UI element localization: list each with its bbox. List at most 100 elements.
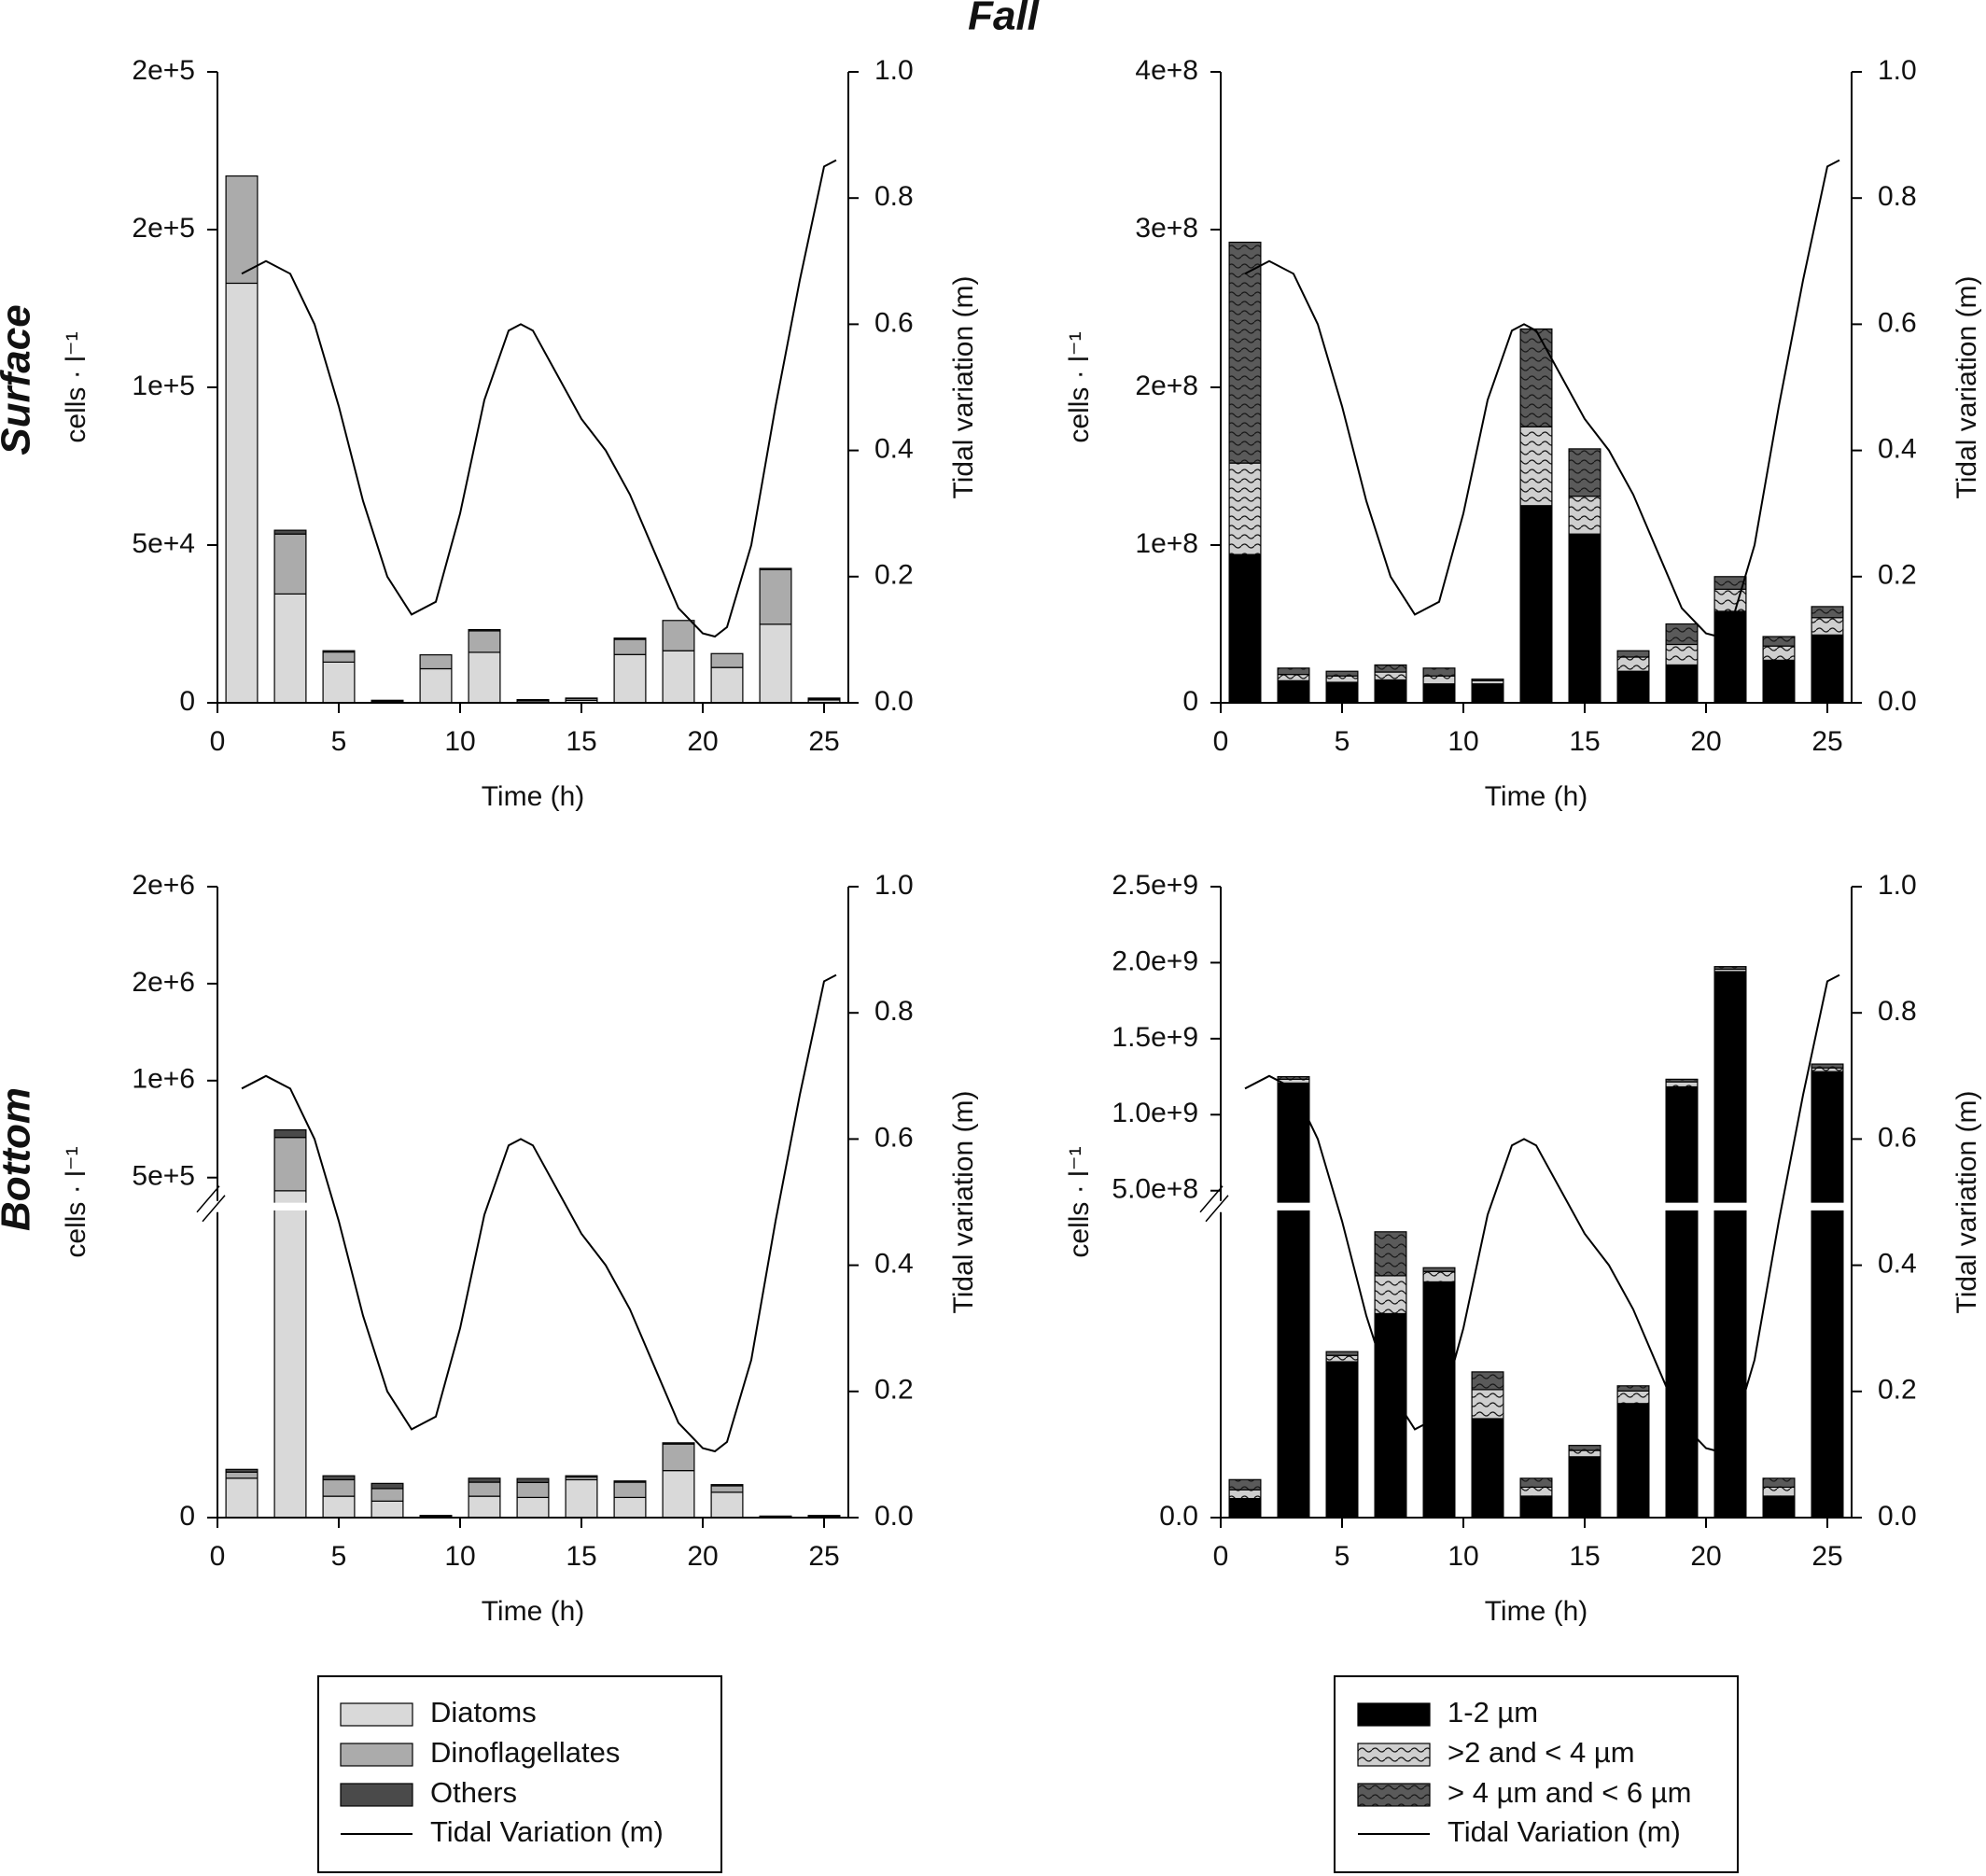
x-tick-label: 5	[1335, 726, 1350, 757]
bar-segment	[1616, 1385, 1650, 1392]
y2-tick-label: 0.2	[1878, 1375, 1917, 1406]
x-tick-label: 10	[1448, 1541, 1478, 1572]
y2-tick-label: 0.4	[1878, 434, 1917, 465]
y2-tick-label: 0.6	[1878, 307, 1917, 338]
bar-segment	[516, 1496, 550, 1519]
y2-tick-label: 0.6	[874, 1122, 914, 1153]
bar-segment	[710, 1485, 744, 1493]
y-tick-label: 4e+8	[1135, 55, 1198, 86]
legend-label: Tidal Variation (m)	[430, 1815, 664, 1848]
bar-segment	[1325, 1351, 1359, 1356]
bar-segment	[1374, 1312, 1407, 1519]
bar-segment	[225, 282, 259, 704]
y-tick-label: 5e+5	[132, 1161, 195, 1192]
bar-segment	[273, 1128, 307, 1139]
bar-segment	[565, 1478, 598, 1519]
y2-tick-label: 0.2	[1878, 560, 1917, 591]
axis-break	[1205, 1195, 1229, 1223]
row-label: Surface	[0, 304, 39, 455]
bar-segment	[273, 529, 307, 535]
y-tick-label: 2e+6	[132, 967, 195, 998]
bar-segment	[468, 1481, 501, 1497]
bar-segment	[710, 1491, 744, 1519]
bar-segment	[1277, 679, 1310, 704]
y2-tick-label: 0.4	[874, 1249, 914, 1280]
bar-segment	[662, 1443, 695, 1472]
tidal-line	[241, 973, 837, 1453]
axis-break-gap	[212, 1200, 223, 1212]
bar-segment	[1665, 1085, 1699, 1519]
y-tick-label: 1e+8	[1135, 528, 1198, 559]
bar-segment	[662, 1442, 695, 1445]
bar-segment	[710, 1484, 744, 1487]
x-tick-label: 15	[1569, 726, 1600, 757]
bar-segment	[1325, 675, 1359, 683]
bar-segment	[807, 697, 841, 700]
bar-segment	[1325, 670, 1359, 677]
bar-segment	[710, 666, 744, 704]
bar-segment	[1422, 1267, 1456, 1272]
bar-segment	[468, 1495, 501, 1519]
bar-segment	[613, 637, 647, 640]
y-tick-label: 0	[1182, 686, 1198, 717]
bar-segment	[1471, 1389, 1504, 1420]
bar-segment	[1422, 1270, 1456, 1283]
axis-break-gap	[1223, 1202, 1850, 1211]
bar-segment	[225, 1468, 259, 1473]
bar-segment	[1422, 675, 1456, 685]
bar-segment	[759, 568, 792, 625]
bar-segment	[662, 620, 695, 651]
y-tick-label: 1.0e+9	[1112, 1098, 1198, 1128]
bar-segment	[371, 1488, 404, 1502]
x-tick-label: 10	[444, 726, 475, 757]
y-tick-label: 2e+8	[1135, 371, 1198, 401]
bar-segment	[1568, 496, 1601, 535]
bar-segment	[1325, 1361, 1359, 1519]
bar-segment	[1713, 971, 1747, 1519]
bar-segment	[1568, 448, 1601, 497]
x-tick-label: 5	[1335, 1541, 1350, 1572]
bar-segment	[613, 638, 647, 655]
bar-segment	[1228, 1497, 1262, 1519]
x-tick-label: 5	[331, 726, 347, 757]
bar-segment	[1762, 1477, 1796, 1489]
bar-segment	[516, 1481, 550, 1499]
bar-segment	[1665, 623, 1699, 646]
bar-segment	[1519, 505, 1553, 704]
bar-segment	[1228, 1478, 1262, 1491]
bar-segment	[807, 1515, 841, 1517]
legend-box	[1334, 1675, 1739, 1873]
x-tick-label: 10	[444, 1541, 475, 1572]
bar-segment	[1374, 671, 1407, 681]
bar-segment	[225, 175, 259, 285]
bar-segment	[1471, 683, 1504, 704]
bar-segment	[468, 628, 501, 632]
y-tick-label: 0.0	[1159, 1501, 1198, 1532]
bar-segment	[1568, 1456, 1601, 1519]
x-tick-label: 25	[1811, 726, 1842, 757]
y2-tick-label: 0.0	[1878, 1501, 1917, 1532]
x-axis-label: Time (h)	[482, 1596, 585, 1627]
y-tick-label: 1e+6	[132, 1064, 195, 1095]
bar-segment	[516, 1477, 550, 1483]
y2-tick-label: 0.6	[874, 307, 914, 338]
x-axis-label: Time (h)	[1485, 1596, 1588, 1627]
y2-tick-label: 0.6	[1878, 1122, 1917, 1153]
bar-segment	[468, 630, 501, 653]
x-tick-label: 10	[1448, 726, 1478, 757]
axis-break-gap	[219, 1202, 846, 1211]
y2-tick-label: 1.0	[1878, 55, 1917, 86]
bar-segment	[1665, 1078, 1699, 1083]
y-tick-label: 1e+5	[132, 371, 195, 401]
bar-segment	[1713, 966, 1747, 971]
bar-segment	[225, 1471, 259, 1479]
bar-segment	[468, 651, 501, 704]
bar-segment	[1762, 636, 1796, 647]
bar-segment	[662, 1470, 695, 1519]
bar-segment	[1713, 576, 1747, 590]
bar-segment	[371, 1500, 404, 1519]
bar-segment	[1519, 1477, 1553, 1489]
legend-swatch	[1357, 1783, 1431, 1807]
y-tick-label: 2.0e+9	[1112, 945, 1198, 976]
legend-label: Others	[430, 1776, 517, 1809]
